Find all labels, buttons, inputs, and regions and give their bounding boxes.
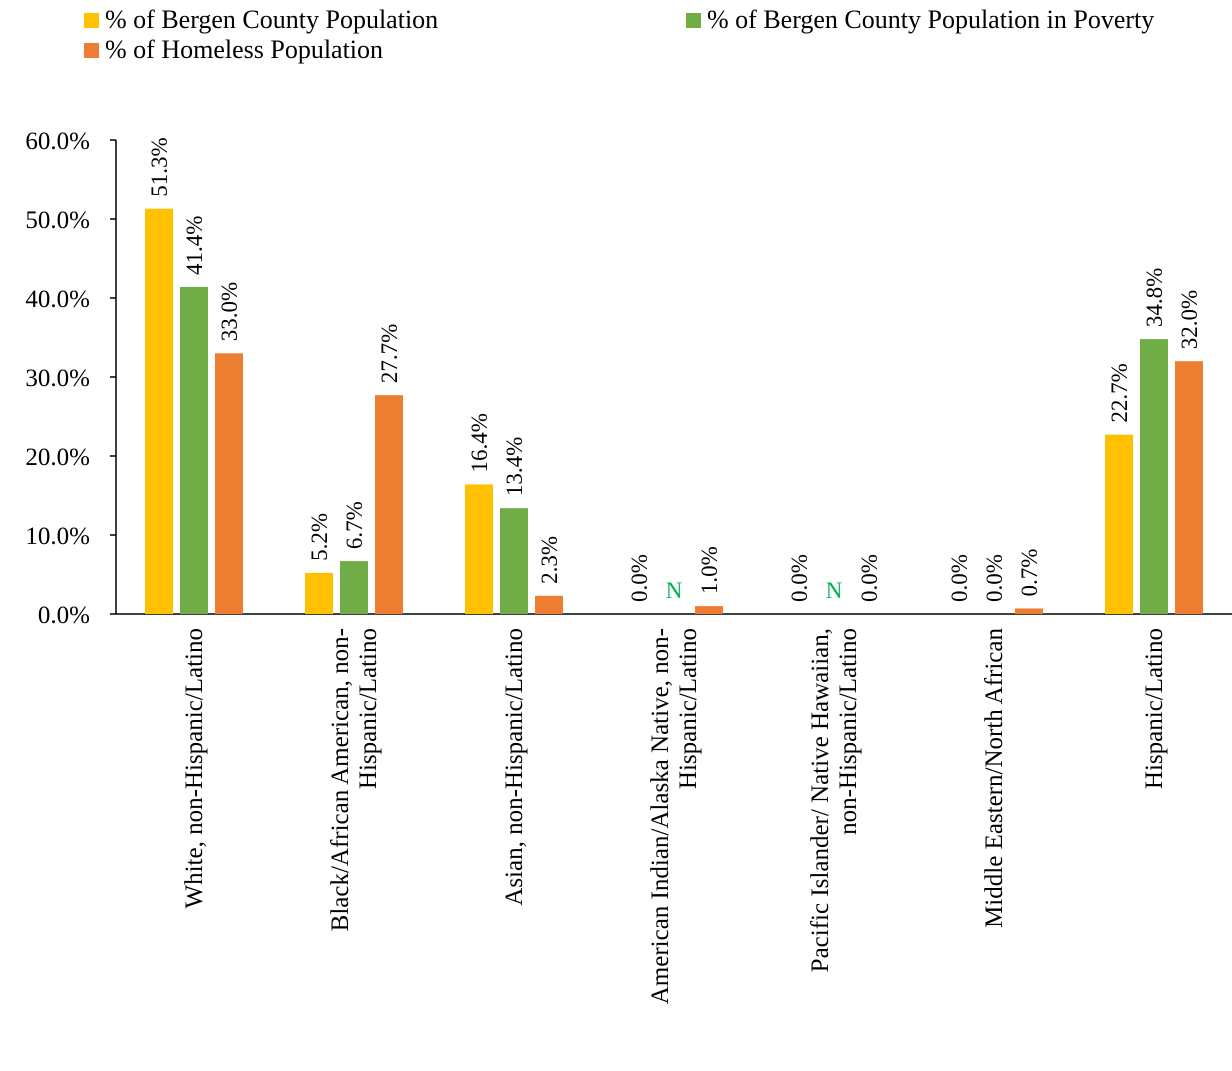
category-label: Hispanic/Latino [1141, 628, 1168, 789]
bar-population [145, 208, 173, 615]
data-label-population: 5.2% [307, 513, 332, 561]
bar-homeless [215, 353, 243, 614]
data-label-poverty: 41.4% [182, 216, 207, 275]
category-label: American Indian/Alaska Native, non- [647, 628, 674, 1004]
bar-poverty [1140, 339, 1168, 614]
legend-swatch-population [84, 12, 99, 28]
category-label: White, non-Hispanic/Latino [181, 628, 208, 908]
category-label: Middle Eastern/North African [981, 628, 1008, 928]
data-label-poverty: 0.0% [982, 554, 1007, 602]
data-label-population: 0.0% [787, 554, 812, 602]
legend-swatch-poverty [686, 12, 701, 28]
chart-legend: % of Bergen County Population % of Berge… [0, 0, 1232, 70]
category-label: Hispanic/Latino [355, 628, 382, 789]
y-tick-label: 50.0% [25, 207, 90, 234]
bar-poverty [340, 561, 368, 614]
bar-homeless [1015, 608, 1043, 614]
data-label-homeless: 2.3% [537, 536, 562, 584]
data-label-poverty: 34.8% [1142, 268, 1167, 327]
y-tick-label: 20.0% [25, 444, 90, 471]
bar-poverty [500, 508, 528, 614]
y-tick-label: 30.0% [25, 365, 90, 392]
bar-population [465, 484, 493, 614]
data-label-population: 0.0% [627, 554, 652, 602]
data-label-homeless: 1.0% [697, 546, 722, 594]
data-label-poverty: 13.4% [502, 437, 527, 496]
data-label-population: 51.3% [147, 137, 172, 196]
y-tick-label: 60.0% [25, 128, 90, 155]
y-tick-label: 0.0% [38, 602, 90, 629]
bar-population [1105, 434, 1133, 614]
data-label-na: N [666, 578, 683, 603]
category-label: Black/African American, non- [327, 628, 354, 931]
bar-homeless [1175, 361, 1203, 614]
data-label-population: 0.0% [947, 554, 972, 602]
data-label-poverty: 6.7% [342, 501, 367, 549]
legend-item-population: % of Bergen County Population [84, 5, 438, 35]
category-label: non-Hispanic/Latino [835, 628, 862, 835]
category-label: Hispanic/Latino [675, 628, 702, 789]
y-tick-label: 40.0% [25, 286, 90, 313]
data-label-population: 22.7% [1107, 363, 1132, 422]
data-label-homeless: 27.7% [377, 324, 402, 383]
category-label: Pacific Islander/ Native Hawaiian, [807, 628, 834, 972]
data-label-homeless: 0.7% [1017, 549, 1042, 597]
bar-population [305, 572, 333, 614]
legend-label-population: % of Bergen County Population [105, 5, 439, 34]
legend-swatch-homeless [84, 42, 99, 58]
category-label: Asian, non-Hispanic/Latino [501, 628, 528, 906]
bar-poverty [180, 286, 208, 614]
legend-item-homeless: % of Homeless Population [84, 35, 383, 65]
data-label-na: N [826, 578, 843, 603]
bar-homeless [535, 595, 563, 614]
bar-homeless [695, 606, 723, 614]
y-tick-label: 10.0% [25, 523, 90, 550]
data-label-homeless: 0.0% [857, 554, 882, 602]
data-label-homeless: 32.0% [1177, 290, 1202, 349]
legend-item-poverty: % of Bergen County Population in Poverty [686, 5, 1154, 35]
data-label-homeless: 33.0% [217, 282, 242, 341]
bar-homeless [375, 395, 403, 614]
legend-label-homeless: % of Homeless Population [105, 35, 384, 64]
legend-label-poverty: % of Bergen County Population in Poverty [707, 5, 1155, 34]
data-label-population: 16.4% [467, 413, 492, 472]
